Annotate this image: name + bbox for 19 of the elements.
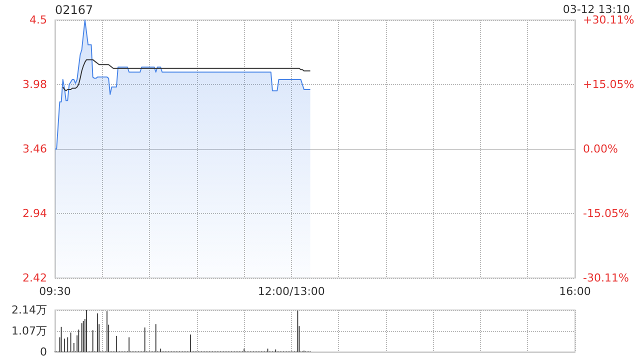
y2-tick-label: +15.05% [583,78,634,92]
y-tick-label: 0 [40,346,47,358]
y-tick-label: 3.98 [22,78,47,91]
text: 03-12 13:10 [562,3,630,16]
line-series [62,59,311,92]
y-tick-label: 2.94 [22,207,47,220]
x-tick-label: 12:00/13:00 [258,285,325,298]
y-tick-label: 2.14万 [12,304,47,316]
y-tick-label: 3.46 [22,142,47,156]
y2-tick-label: 0.00% [583,142,618,156]
x-tick-label: 16:00 [559,285,591,298]
chart-title: 02167 [55,3,94,17]
y2-tick-label: +30.11% [583,14,634,26]
y-tick-label: 4.5 [30,14,47,26]
y-tick-label: 1.07万 [12,324,47,338]
y2-tick-label: -15.05% [583,206,629,220]
y-tick-label: 2.42 [22,272,47,284]
x-tick-label: 09:30 [39,285,71,298]
y2-tick-label: -30.11% [583,272,629,284]
